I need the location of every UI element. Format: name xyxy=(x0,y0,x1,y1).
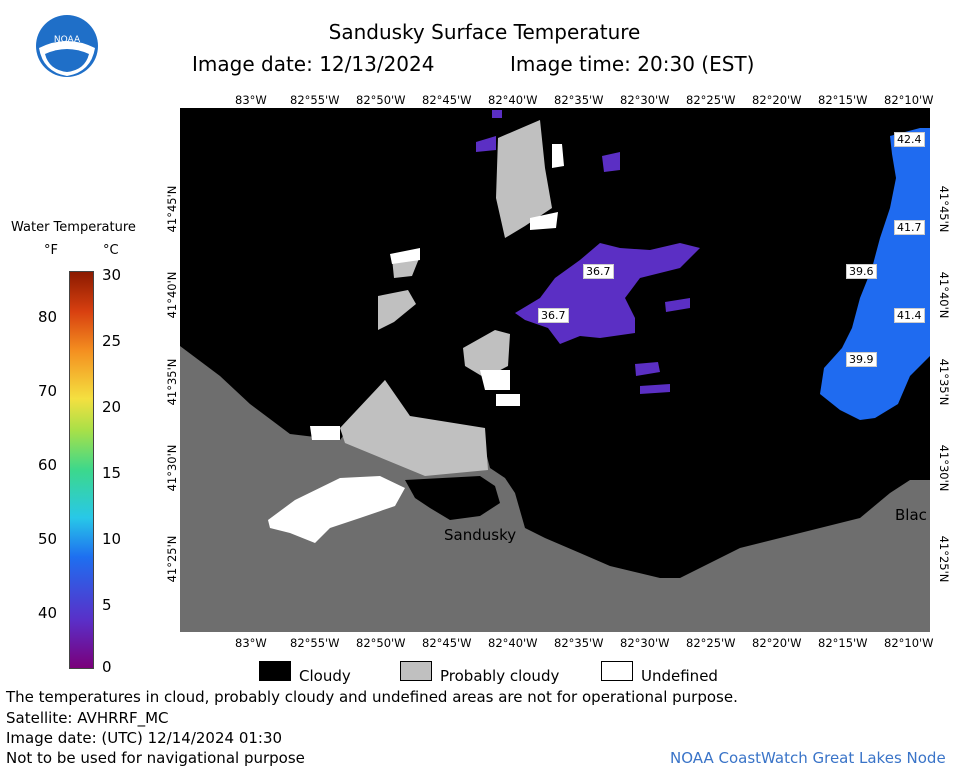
temperature-label: 39.9 xyxy=(846,352,877,367)
water-temp-cold xyxy=(492,110,502,118)
lat-tick-left: 41°45'N xyxy=(165,185,179,233)
lat-tick-right: 41°40'N xyxy=(937,271,951,319)
undefined-area xyxy=(390,248,420,264)
noaa-logo: NOAA xyxy=(35,14,99,78)
colorbar-f-tick: 80 xyxy=(38,308,58,326)
undefined-area xyxy=(310,426,340,440)
colorbar-unit-c: °C xyxy=(103,243,119,258)
colorbar-f-tick: 70 xyxy=(38,382,58,400)
lon-tick-bottom: 82°10'W xyxy=(884,636,934,650)
temperature-label: 41.4 xyxy=(894,308,925,323)
legend-swatch-cloudy xyxy=(259,661,291,681)
temperature-label: 39.6 xyxy=(846,264,877,279)
undefined-area xyxy=(530,212,558,230)
lon-tick-top: 82°35'W xyxy=(554,93,604,107)
page-title: Sandusky Surface Temperature xyxy=(328,20,641,44)
lon-tick-top: 82°40'W xyxy=(488,93,538,107)
map-panel xyxy=(180,108,930,632)
svg-text:NOAA: NOAA xyxy=(54,35,81,45)
lat-tick-right: 41°45'N xyxy=(937,185,951,233)
lat-tick-right: 41°25'N xyxy=(937,535,951,583)
legend-swatch-undefined xyxy=(601,661,633,681)
water-temp-cold xyxy=(602,152,620,172)
bay-area xyxy=(405,476,500,520)
colorbar-f-tick: 50 xyxy=(38,530,58,548)
undefined-area xyxy=(496,394,520,406)
temperature-label: 36.7 xyxy=(538,308,569,323)
lon-tick-top: 82°50'W xyxy=(356,93,406,107)
lon-tick-bottom: 82°35'W xyxy=(554,636,604,650)
temperature-label: 42.4 xyxy=(894,132,925,147)
undefined-area xyxy=(552,144,564,168)
legend-label-cloudy: Cloudy xyxy=(299,667,351,685)
water-temp-cold xyxy=(635,362,660,376)
colorbar-title: Water Temperature xyxy=(11,220,136,235)
colorbar-f-tick: 40 xyxy=(38,604,58,622)
lat-tick-left: 41°40'N xyxy=(165,271,179,319)
undefined-area xyxy=(480,370,510,390)
lon-tick-top: 83°W xyxy=(235,93,267,107)
footer-credit: NOAA CoastWatch Great Lakes Node xyxy=(670,749,946,767)
temperature-label: 36.7 xyxy=(583,264,614,279)
colorbar-c-tick: 30 xyxy=(102,266,122,284)
lat-tick-left: 41°25'N xyxy=(165,535,179,583)
lon-tick-top: 82°30'W xyxy=(620,93,670,107)
legend-label-probably-cloudy: Probably cloudy xyxy=(440,667,560,685)
lon-tick-bottom: 82°40'W xyxy=(488,636,538,650)
colorbar-c-tick: 20 xyxy=(102,398,122,416)
lon-tick-bottom: 82°30'W xyxy=(620,636,670,650)
lon-tick-bottom: 82°20'W xyxy=(752,636,802,650)
colorbar-f-tick: 60 xyxy=(38,456,58,474)
place-label-sandusky: Sandusky xyxy=(444,526,517,544)
place-label-blac: Blac xyxy=(895,506,927,524)
colorbar-c-tick: 15 xyxy=(102,464,122,482)
lon-tick-top: 82°20'W xyxy=(752,93,802,107)
probably-cloudy-patch xyxy=(378,290,416,330)
probably-cloudy-patch xyxy=(463,330,510,378)
water-temp-cold xyxy=(665,298,690,312)
lon-tick-top: 82°55'W xyxy=(290,93,340,107)
footer-disclaimer: The temperatures in cloud, probably clou… xyxy=(6,688,738,706)
colorbar xyxy=(69,271,94,669)
water-temp-cold xyxy=(640,384,670,394)
lat-tick-left: 41°30'N xyxy=(165,444,179,492)
undefined-area xyxy=(268,476,405,543)
lon-tick-top: 82°25'W xyxy=(686,93,736,107)
image-date: Image date: 12/13/2024 xyxy=(192,52,435,76)
probably-cloudy-patch xyxy=(340,380,488,476)
image-time: Image time: 20:30 (EST) xyxy=(510,52,755,76)
lon-tick-bottom: 82°55'W xyxy=(290,636,340,650)
lat-tick-left: 41°35'N xyxy=(165,358,179,406)
water-temp-cold xyxy=(476,136,496,152)
colorbar-unit-f: °F xyxy=(44,243,58,258)
footer-nav-warning: Not to be used for navigational purpose xyxy=(6,749,305,767)
lon-tick-bottom: 83°W xyxy=(235,636,267,650)
lon-tick-bottom: 82°15'W xyxy=(818,636,868,650)
temperature-label: 41.7 xyxy=(894,220,925,235)
lon-tick-bottom: 82°25'W xyxy=(686,636,736,650)
lon-tick-top: 82°10'W xyxy=(884,93,934,107)
colorbar-c-tick: 5 xyxy=(102,596,112,614)
probably-cloudy-patch xyxy=(496,120,552,238)
footer-satellite: Satellite: AVHRRF_MC xyxy=(6,709,169,727)
lon-tick-bottom: 82°50'W xyxy=(356,636,406,650)
colorbar-c-tick: 10 xyxy=(102,530,122,548)
legend-label-undefined: Undefined xyxy=(641,667,718,685)
lon-tick-top: 82°45'W xyxy=(422,93,472,107)
legend-swatch-probably-cloudy xyxy=(400,661,432,681)
colorbar-c-tick: 0 xyxy=(102,658,112,676)
lat-tick-right: 41°30'N xyxy=(937,444,951,492)
footer-utc-date: Image date: (UTC) 12/14/2024 01:30 xyxy=(6,729,283,747)
lon-tick-bottom: 82°45'W xyxy=(422,636,472,650)
lon-tick-top: 82°15'W xyxy=(818,93,868,107)
colorbar-c-tick: 25 xyxy=(102,332,122,350)
lat-tick-right: 41°35'N xyxy=(937,358,951,406)
